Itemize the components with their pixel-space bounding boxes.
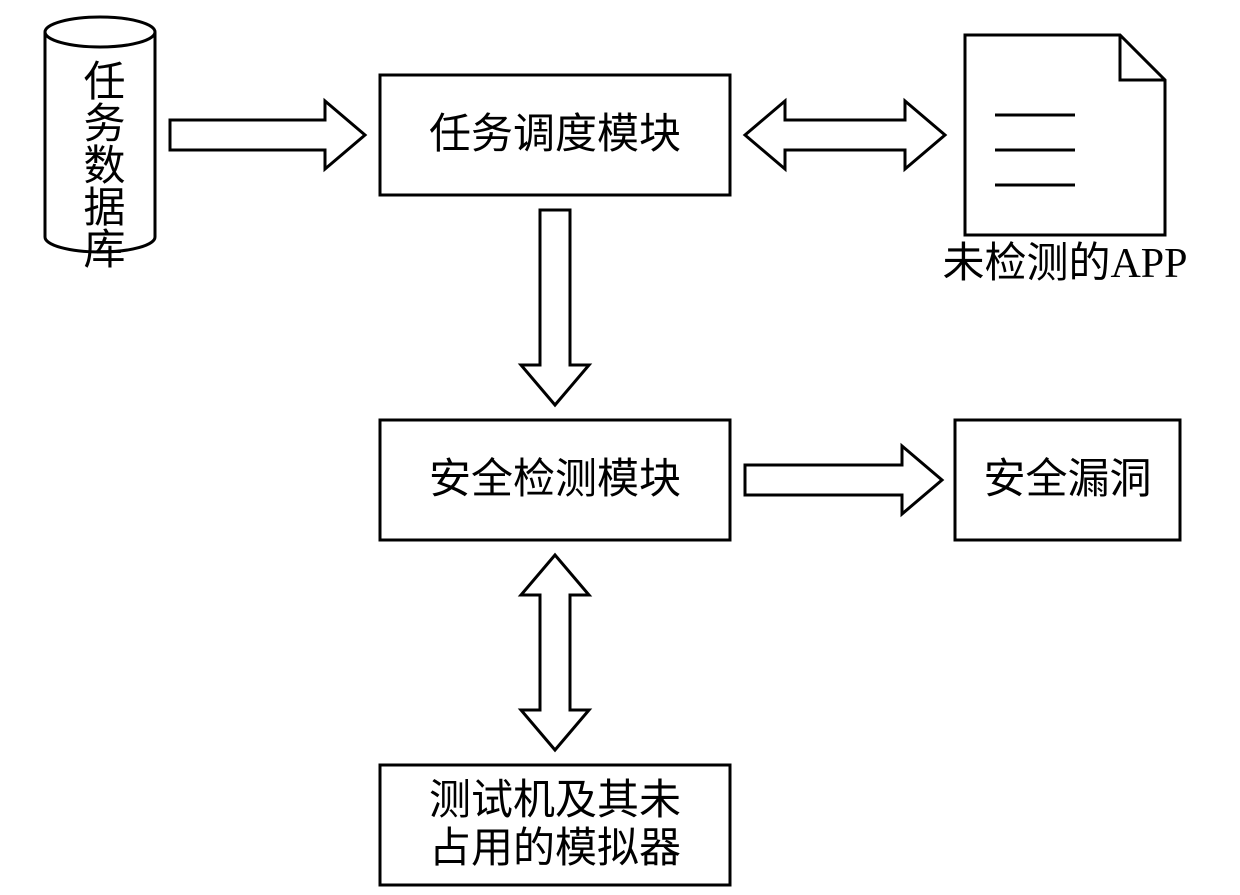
doc-label: 未检测的APP: [942, 240, 1187, 287]
vuln-label: 安全漏洞: [983, 456, 1151, 503]
detector-label: 安全检测模块: [429, 456, 681, 503]
db-top: [45, 17, 155, 47]
tester-label: 占用的模拟器: [429, 826, 681, 872]
arrow-detector-to-tester: [521, 555, 589, 750]
arrow-scheduler-to-detector: [521, 210, 589, 405]
scheduler-label: 任务调度模块: [429, 112, 681, 158]
arrow-db-to-scheduler: [170, 101, 365, 169]
tester-label: 测试机及其未: [429, 778, 681, 824]
arrow-scheduler-to-doc: [745, 101, 945, 169]
arrow-detector-to-vuln: [745, 446, 942, 514]
doc-outline: [965, 35, 1165, 235]
db-label: 任务数据库: [77, 59, 125, 269]
